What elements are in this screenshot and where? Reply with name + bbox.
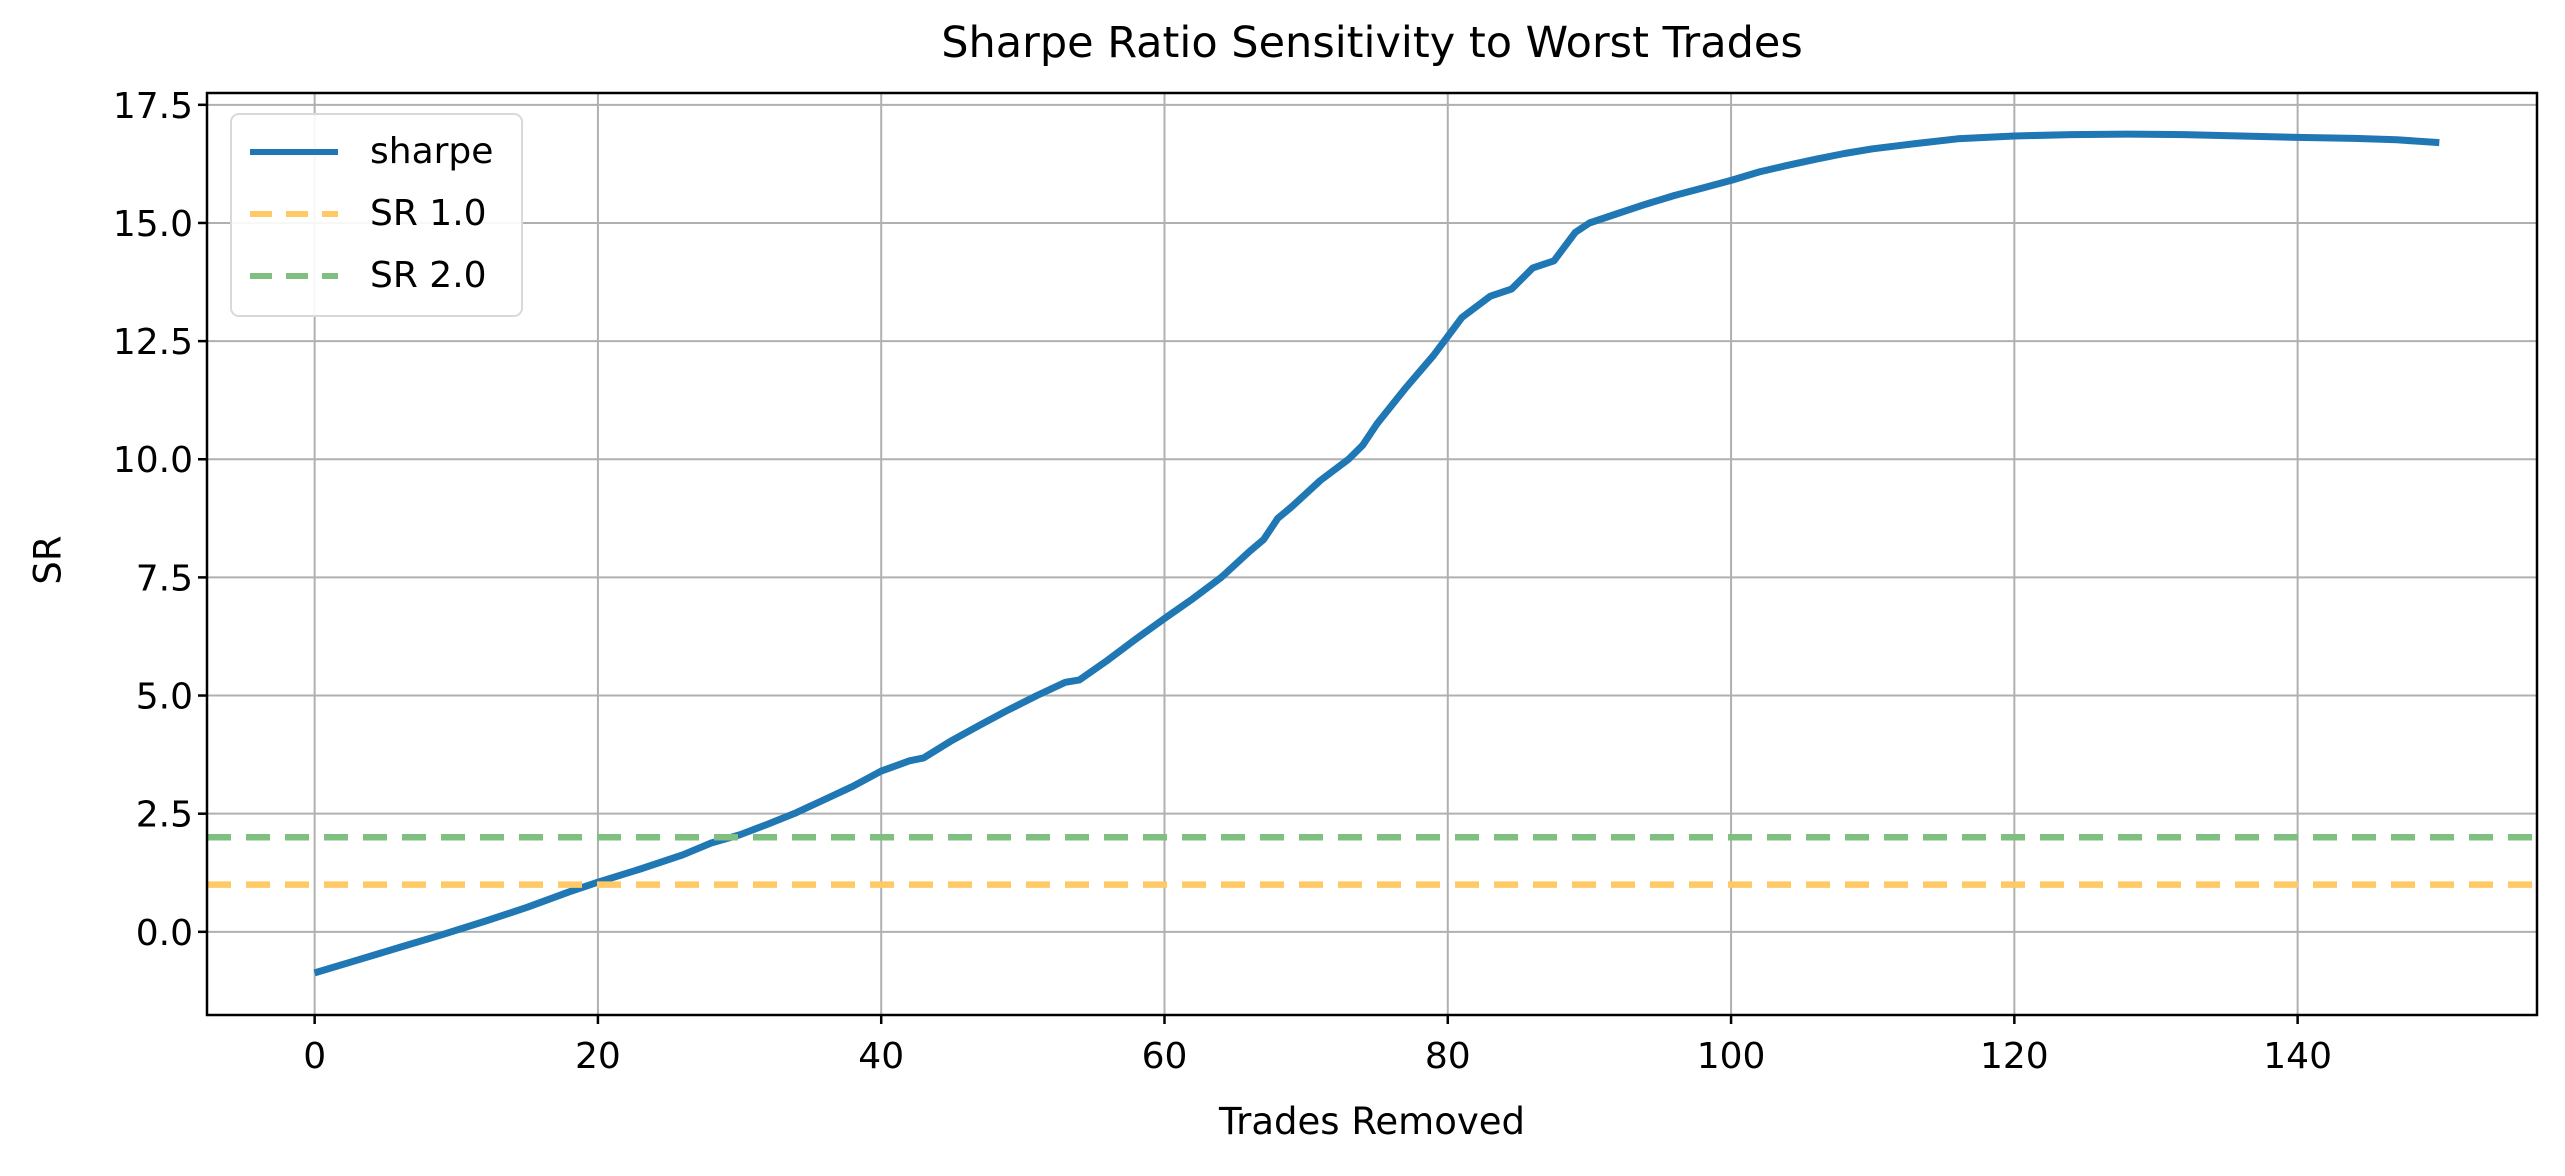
- series-line-sharpe: [313, 130, 2440, 977]
- x-tick-label: 60: [1142, 1036, 1188, 1077]
- chart-title: Sharpe Ratio Sensitivity to Worst Trades: [941, 18, 1803, 68]
- x-tick-label: 0: [303, 1036, 326, 1077]
- y-tick-label: 17.5: [113, 86, 193, 127]
- x-axis-label: Trades Removed: [1219, 1100, 1525, 1143]
- y-tick-label: 5.0: [136, 677, 193, 718]
- y-tick-label: 0.0: [136, 913, 193, 954]
- legend-label: sharpe: [370, 131, 494, 172]
- x-tick-label: 80: [1425, 1036, 1471, 1077]
- x-tick-label: 100: [1697, 1036, 1766, 1077]
- legend-item: SR 2.0: [250, 255, 493, 297]
- plot-frame: [205, 91, 2539, 1017]
- y-axis-label: SR: [26, 535, 70, 585]
- x-tick-label: 140: [2263, 1036, 2332, 1077]
- y-tick-label: 7.5: [136, 558, 193, 599]
- legend-label: SR 1.0: [370, 193, 487, 234]
- legend: sharpe SR 1.0 SR 2.0: [230, 113, 524, 317]
- legend-swatch: [250, 149, 338, 155]
- legend-label: SR 2.0: [370, 255, 487, 296]
- y-tick-label: 12.5: [113, 322, 193, 363]
- x-tick-label: 40: [858, 1036, 904, 1077]
- legend-swatch: [250, 211, 338, 217]
- x-tick-label: 120: [1980, 1036, 2049, 1077]
- y-tick-label: 10.0: [113, 440, 193, 481]
- y-tick-label: 15.0: [113, 204, 193, 245]
- x-tick-label: 20: [575, 1036, 621, 1077]
- legend-swatch: [250, 273, 338, 279]
- legend-item: sharpe: [250, 131, 493, 173]
- legend-item: SR 1.0: [250, 193, 493, 235]
- y-tick-label: 2.5: [136, 795, 193, 836]
